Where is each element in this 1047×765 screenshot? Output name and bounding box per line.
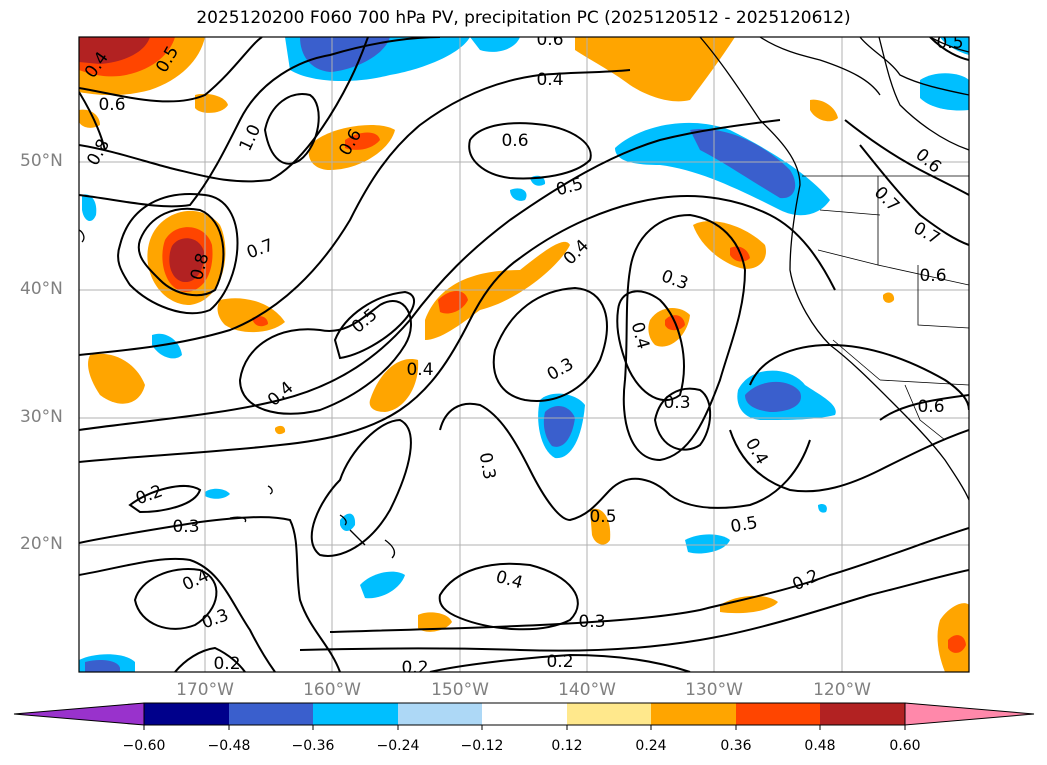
lon-label: 150°W: [431, 680, 489, 700]
contour-label: 0.3: [663, 393, 690, 413]
contour-label: 0.6: [98, 95, 125, 115]
colorbar-tick-label: −0.60: [122, 738, 166, 754]
lon-label: 130°W: [685, 680, 743, 700]
colorbar-tick-label: −0.12: [460, 738, 504, 754]
colorbar-bin: [144, 703, 229, 725]
colorbar-bin: [398, 703, 482, 725]
colorbar-bin: [736, 703, 820, 725]
lat-label: 20°N: [20, 534, 63, 554]
contour-label: 0.6: [501, 131, 528, 151]
colorbar-bin: [229, 703, 313, 725]
colorbar-tick-label: −0.24: [376, 738, 420, 754]
contour-label: 0.5: [589, 507, 616, 527]
colorbar-tick-label: 0.60: [889, 738, 921, 754]
colorbar-extend-high: [904, 702, 1035, 726]
contour-label: 0.4: [536, 70, 563, 90]
map-title: 2025120200 F060 700 hPa PV, precipitatio…: [196, 8, 851, 28]
colorbar-bin: [820, 703, 905, 725]
lon-label: 120°W: [813, 680, 871, 700]
colorbar-bin: [313, 703, 398, 725]
coastlines: [79, 37, 969, 559]
colorbar-bin: [651, 703, 736, 725]
lon-label: 170°W: [176, 680, 234, 700]
colorbar-tick-label: −0.48: [207, 738, 251, 754]
lat-label: 40°N: [20, 279, 63, 299]
pv-contours: [79, 37, 969, 672]
colorbar-bin: [567, 703, 651, 725]
colorbar: [13, 702, 1035, 730]
colorbar-tick-label: 0.36: [720, 738, 752, 754]
colorbar-bin: [482, 703, 567, 725]
colorbar-extend-low: [13, 702, 145, 726]
lon-label: 160°W: [303, 680, 361, 700]
contour-label: 0.6: [536, 30, 563, 50]
contour-label: 0.6: [917, 397, 944, 417]
map-frame: [78, 36, 970, 673]
colorbar-tick-label: 0.12: [551, 738, 583, 754]
colorbar-tick-label: 0.24: [635, 738, 667, 754]
contour-label: 0.2: [213, 654, 240, 674]
precip-negative-shading: [79, 37, 969, 672]
graticule: [79, 37, 969, 672]
contour-label: 0.5: [729, 513, 759, 537]
contour-label: 0.2: [546, 652, 573, 672]
contour-label: 0.3: [172, 517, 199, 537]
lon-label: 140°W: [558, 680, 616, 700]
contour-label: 0.2: [401, 658, 428, 678]
contour-label: 0.6: [919, 266, 946, 286]
lat-label: 50°N: [20, 151, 63, 171]
contour-label-group: 0.4 0.5 0.6 0.8 1.0 0.6 0.8 0.7 0.5 0.4 …: [81, 30, 964, 678]
contour-label: 0.4: [406, 360, 433, 380]
colorbar-tick-label: −0.36: [291, 738, 335, 754]
colorbar-tick-label: 0.48: [804, 738, 836, 754]
contour-label: 0.5: [936, 33, 963, 53]
contour-label: 0.3: [475, 451, 499, 481]
contour-label: 0.3: [578, 612, 605, 632]
precip-positive-shading: [79, 37, 969, 672]
lat-label: 30°N: [20, 407, 63, 427]
